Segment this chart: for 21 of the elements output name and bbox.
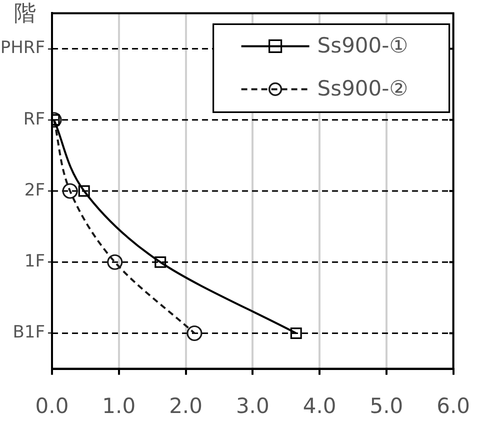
- x-tick-label: 6.0: [436, 394, 470, 418]
- point: [186, 325, 202, 342]
- point: [290, 327, 302, 339]
- x-tick-label: 5.0: [370, 394, 404, 418]
- y-tick-label: RF: [23, 109, 45, 130]
- x-tick-label: 1.0: [102, 394, 136, 418]
- x-tick-label: 4.0: [302, 394, 336, 418]
- point: [154, 256, 166, 268]
- y-tick-label: 2F: [24, 180, 45, 200]
- x-tick-label: 0.0: [35, 394, 69, 418]
- point: [78, 185, 90, 197]
- y-tick-label: B1F: [12, 322, 45, 343]
- legend-label: Ss900-①: [317, 34, 408, 58]
- point: [107, 254, 123, 270]
- point: [62, 183, 78, 199]
- y-axis-title: 階: [14, 2, 36, 27]
- legend-label: Ss900-②: [317, 76, 408, 101]
- y-tick-label: 1F: [24, 252, 45, 272]
- x-tick-label: 2.0: [169, 394, 202, 418]
- x-tick-label: 3.0: [236, 394, 270, 418]
- y-tick-label: PHRF: [0, 38, 45, 58]
